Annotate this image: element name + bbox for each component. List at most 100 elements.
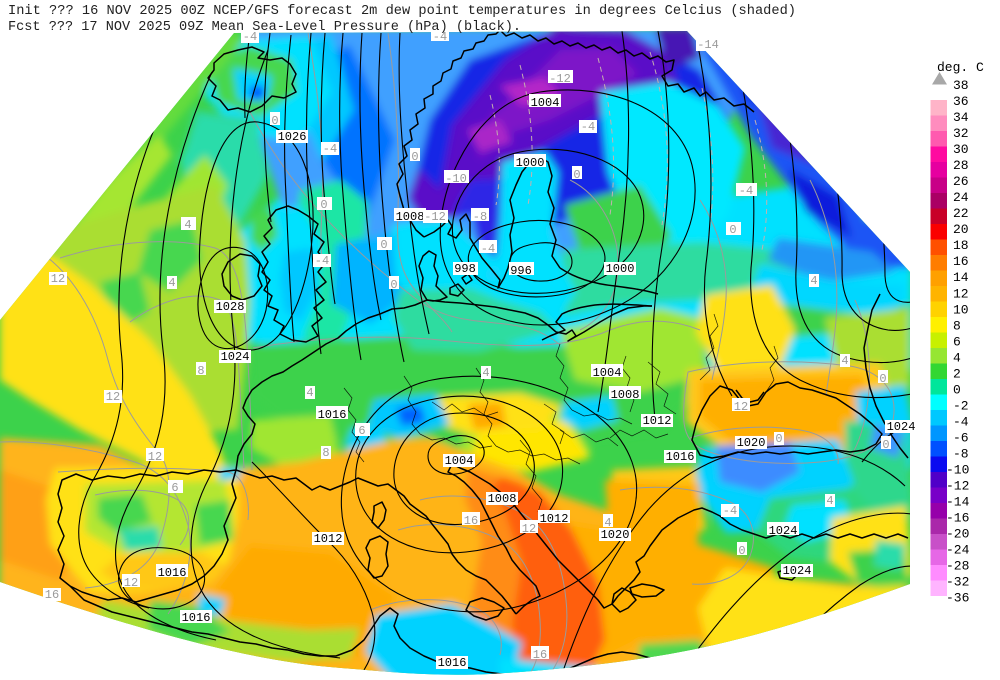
svg-text:1020: 1020 [737, 436, 766, 450]
svg-text:-12: -12 [424, 210, 446, 224]
svg-text:-4: -4 [481, 242, 495, 256]
svg-text:12: 12 [734, 400, 748, 414]
svg-text:-10: -10 [946, 463, 969, 478]
svg-text:4: 4 [184, 218, 191, 232]
svg-text:1004: 1004 [593, 366, 622, 380]
svg-text:1020: 1020 [601, 528, 630, 542]
svg-text:8: 8 [197, 364, 204, 378]
svg-text:-20: -20 [946, 527, 969, 542]
svg-text:-4: -4 [953, 414, 969, 429]
svg-text:30: 30 [953, 142, 969, 157]
svg-text:1016: 1016 [182, 611, 211, 625]
svg-text:4: 4 [810, 274, 817, 288]
svg-text:1016: 1016 [158, 566, 187, 580]
svg-text:12: 12 [953, 286, 969, 301]
svg-text:1024: 1024 [783, 564, 812, 578]
svg-text:36: 36 [953, 94, 969, 109]
svg-text:1012: 1012 [643, 414, 672, 428]
svg-text:-28: -28 [946, 559, 969, 574]
svg-text:-8: -8 [953, 447, 969, 462]
svg-text:-8: -8 [473, 210, 487, 224]
svg-text:16: 16 [953, 254, 969, 269]
svg-text:12: 12 [51, 272, 65, 286]
svg-text:-4: -4 [723, 504, 737, 518]
svg-text:1008: 1008 [396, 210, 425, 224]
svg-text:4: 4 [306, 386, 313, 400]
svg-text:6: 6 [171, 481, 178, 495]
svg-text:-4: -4 [433, 30, 447, 44]
svg-text:26: 26 [953, 174, 969, 189]
svg-text:0: 0 [390, 278, 397, 292]
svg-text:-12: -12 [549, 72, 571, 86]
svg-text:-12: -12 [946, 479, 969, 494]
svg-text:1024: 1024 [221, 350, 250, 364]
svg-text:Init ??? 16 NOV 2025 00Z NCE: Init ??? 16 NOV 2025 00Z NCEP/GFS foreca… [8, 4, 796, 19]
svg-text:-6: -6 [953, 430, 969, 445]
svg-text:1026: 1026 [278, 130, 307, 144]
svg-text:8: 8 [322, 446, 329, 460]
svg-text:10: 10 [953, 302, 969, 317]
svg-text:24: 24 [953, 190, 969, 205]
svg-text:1016: 1016 [318, 408, 347, 422]
svg-text:16: 16 [45, 588, 59, 602]
svg-text:6: 6 [953, 334, 961, 349]
svg-text:1008: 1008 [488, 492, 517, 506]
svg-text:22: 22 [953, 206, 969, 221]
svg-text:4: 4 [482, 366, 489, 380]
svg-text:4: 4 [841, 354, 848, 368]
svg-text:18: 18 [953, 238, 969, 253]
svg-text:0: 0 [738, 544, 745, 558]
svg-text:0: 0 [573, 168, 580, 182]
svg-text:14: 14 [953, 270, 969, 285]
svg-text:4: 4 [168, 276, 175, 290]
svg-text:0: 0 [271, 114, 278, 128]
svg-text:1024: 1024 [769, 524, 798, 538]
svg-text:-4: -4 [739, 184, 753, 198]
svg-text:deg. C: deg. C [937, 60, 984, 75]
svg-text:1012: 1012 [314, 532, 343, 546]
svg-text:1012: 1012 [540, 512, 569, 526]
svg-text:1000: 1000 [516, 156, 545, 170]
svg-text:32: 32 [953, 126, 969, 141]
svg-text:1028: 1028 [216, 300, 245, 314]
svg-text:0: 0 [953, 382, 961, 397]
svg-text:20: 20 [953, 222, 969, 237]
svg-text:2: 2 [953, 366, 961, 381]
svg-text:1008: 1008 [611, 388, 640, 402]
svg-text:12: 12 [522, 522, 536, 536]
svg-text:-4: -4 [323, 142, 337, 156]
svg-text:1016: 1016 [438, 656, 467, 670]
svg-text:16: 16 [464, 514, 478, 528]
svg-text:1004: 1004 [445, 454, 474, 468]
svg-text:1004: 1004 [531, 96, 560, 110]
svg-text:-4: -4 [315, 254, 329, 268]
svg-text:1016: 1016 [666, 450, 695, 464]
svg-text:Fcst ??? 17 NOV 2025 09Z Mean: Fcst ??? 17 NOV 2025 09Z Mean Sea-Level … [8, 20, 521, 35]
svg-text:-4: -4 [581, 120, 595, 134]
svg-text:998: 998 [454, 262, 476, 276]
svg-text:-14: -14 [697, 38, 719, 52]
svg-text:12: 12 [124, 576, 138, 590]
svg-text:4: 4 [826, 494, 833, 508]
svg-text:28: 28 [953, 158, 969, 173]
svg-text:-16: -16 [946, 511, 969, 526]
svg-text:0: 0 [320, 198, 327, 212]
svg-text:996: 996 [510, 264, 532, 278]
svg-text:-36: -36 [946, 591, 969, 606]
svg-text:12: 12 [106, 390, 120, 404]
svg-text:0: 0 [879, 372, 886, 386]
svg-text:-14: -14 [946, 495, 970, 510]
svg-text:0: 0 [411, 150, 418, 164]
svg-text:34: 34 [953, 110, 969, 125]
svg-text:-24: -24 [946, 543, 970, 558]
svg-text:8: 8 [953, 318, 961, 333]
svg-text:38: 38 [953, 78, 969, 93]
svg-text:6: 6 [358, 424, 365, 438]
svg-text:1024: 1024 [887, 420, 916, 434]
svg-text:-4: -4 [243, 30, 257, 44]
svg-text:0: 0 [729, 223, 736, 237]
svg-text:16: 16 [533, 648, 547, 662]
svg-text:-2: -2 [953, 398, 969, 413]
svg-text:-10: -10 [445, 172, 467, 186]
svg-text:4: 4 [953, 350, 961, 365]
